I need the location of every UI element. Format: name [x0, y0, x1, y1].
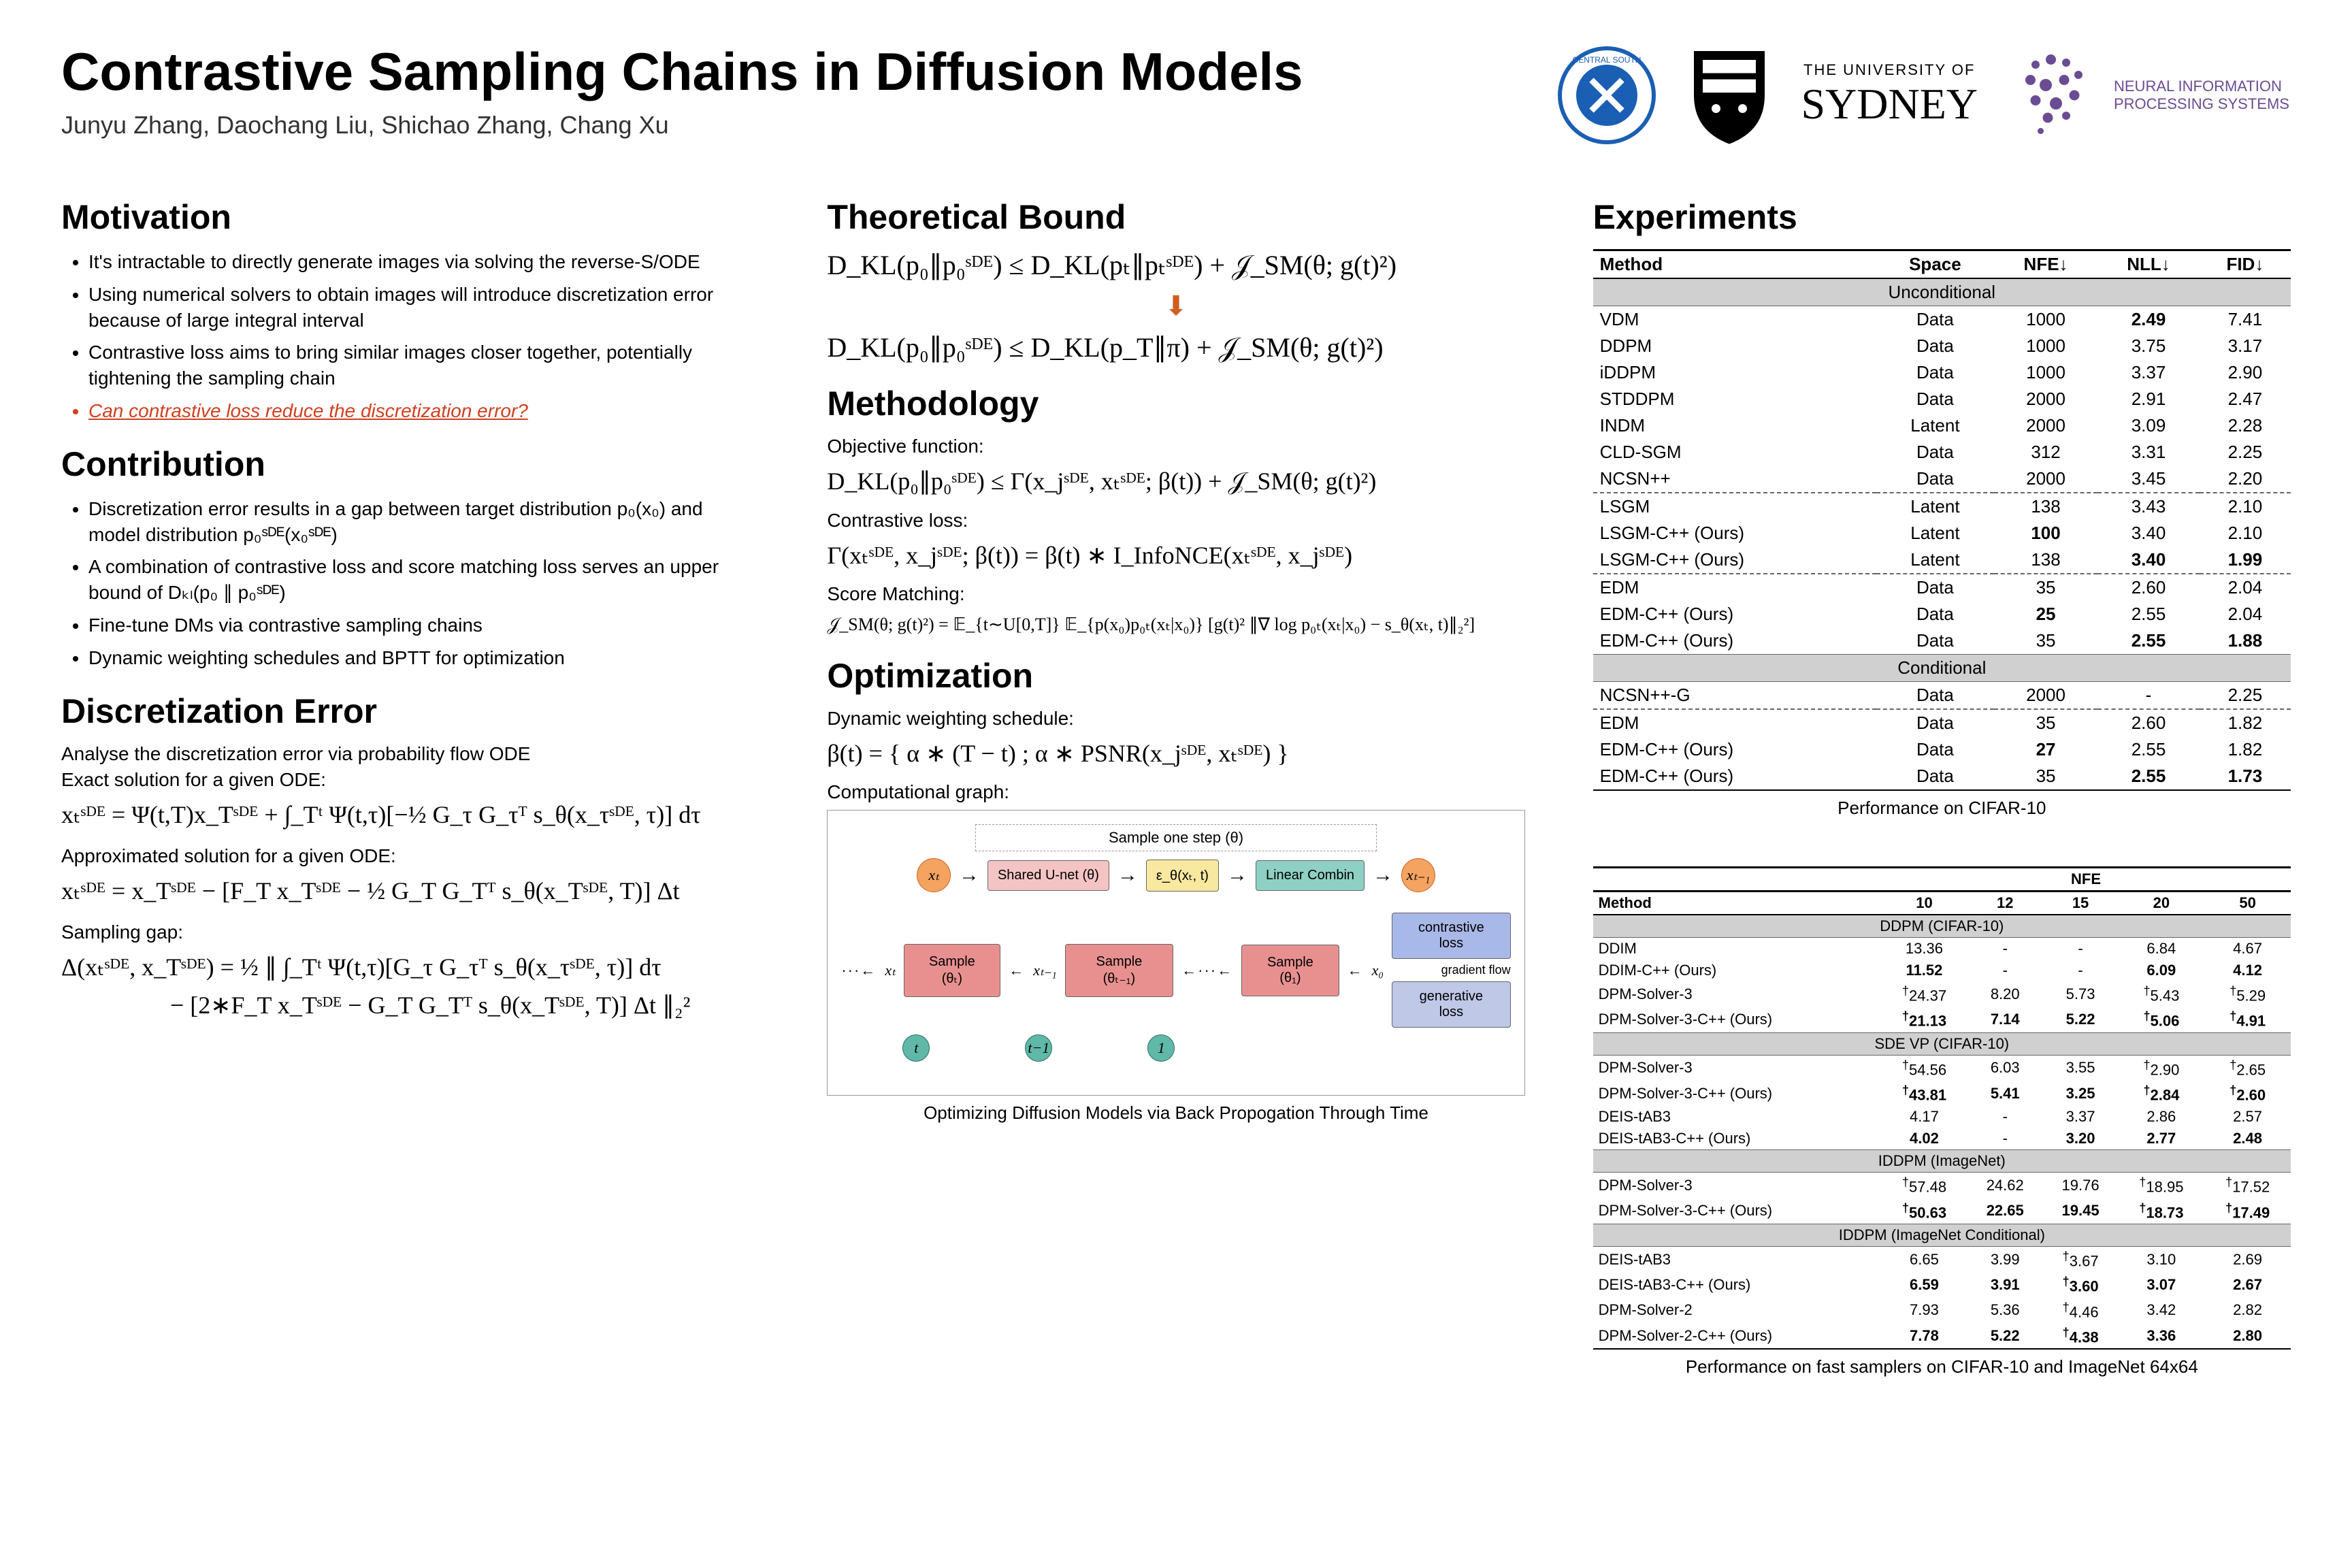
xt1-label: xₜ₋₁	[1033, 962, 1056, 979]
generative-loss-box: generative loss	[1392, 981, 1511, 1028]
table1-caption: Performance on CIFAR-10	[1593, 798, 2291, 819]
usyd-shield-icon	[1685, 41, 1774, 150]
obj-label: Objective function:	[827, 436, 1524, 457]
sample-box: Sample (θ₁)	[1241, 945, 1339, 996]
page-header: Contrastive Sampling Chains in Diffusion…	[61, 41, 2291, 150]
right-column: Experiments MethodSpaceNFE↓NLL↓FID↓Uncon…	[1593, 177, 2291, 1377]
xt-node: xₜ	[917, 858, 951, 892]
disc-eq3a: Δ(xₜˢᴰᴱ, x_Tˢᴰᴱ) = ½ ∥ ∫_Tᵗ Ψ(t,τ)[G_τ G…	[61, 953, 759, 981]
dashed-arrow-icon: ←···←	[1181, 962, 1233, 979]
t-node: 1	[1147, 1034, 1175, 1062]
x0-label: x₀	[1372, 962, 1384, 979]
disc-eq3b: − [2∗F_T x_Tˢᴰᴱ − G_T G_Tᵀ s_θ(x_Tˢᴰᴱ, T…	[61, 991, 759, 1019]
contribution-list: Discretization error results in a gap be…	[61, 496, 759, 671]
disc-eq2: xₜˢᴰᴱ = x_Tˢᴰᴱ − [F_T x_Tˢᴰᴱ − ½ G_T G_T…	[61, 877, 759, 905]
approx-label: Approximated solution for a given ODE:	[61, 845, 759, 867]
results-table-1: MethodSpaceNFE↓NLL↓FID↓UnconditionalVDMD…	[1593, 249, 2291, 791]
contrastive-loss-box: contrastive loss	[1392, 913, 1511, 959]
motivation-title: Motivation	[61, 197, 759, 237]
t-node: t−1	[1025, 1034, 1052, 1062]
methodology-title: Methodology	[827, 384, 1524, 423]
arrow-icon	[959, 864, 979, 887]
neurips-logo-icon: NEURAL INFORMATION PROCESSING SYSTEMS	[2005, 41, 2291, 150]
arrow-icon	[1373, 864, 1393, 887]
optimization-title: Optimization	[827, 656, 1524, 696]
affiliation-logos: CENTRAL SOUTH THE UNIVERSITY OF SYDNEY N…	[1556, 41, 2291, 150]
dashed-arrow-icon: ←	[1348, 962, 1364, 979]
contribution-item: A combination of contrastive loss and sc…	[88, 554, 759, 606]
usyd-text-top: THE UNIVERSITY OF	[1803, 61, 1975, 79]
motivation-item: Using numerical solvers to obtain images…	[88, 282, 759, 333]
motivation-item: It's intractable to directly generate im…	[88, 249, 759, 275]
sm-eq: 𝒥_SM(θ; g(t)²) = 𝔼_{t∼U[0,T]} 𝔼_{p(x₀)p₀…	[827, 615, 1524, 636]
dw-eq: β(t) = { α ∗ (T − t) ; α ∗ PSNR(x_jˢᴰᴱ, …	[827, 739, 1524, 768]
contribution-item: Fine-tune DMs via contrastive sampling c…	[88, 612, 759, 638]
linear-box: Linear Combin	[1256, 860, 1365, 891]
usyd-wordmark: THE UNIVERSITY OF SYDNEY	[1801, 41, 1978, 150]
authors-list: Junyu Zhang, Daochang Liu, Shichao Zhang…	[61, 111, 1556, 140]
disc-intro1: Analyse the discretization error via pro…	[61, 743, 759, 765]
xt-label: xₜ	[885, 962, 895, 979]
motivation-item: Contrastive loss aims to bring similar i…	[88, 340, 759, 391]
theoretical-title: Theoretical Bound	[827, 197, 1524, 237]
sample-box: Sample (θₜ₋₁)	[1065, 944, 1173, 997]
disc-eq1: xₜˢᴰᴱ = Ψ(t,T)x_Tˢᴰᴱ + ∫_Tᵗ Ψ(t,τ)[−½ G_…	[61, 800, 759, 829]
diagram-caption: Optimizing Diffusion Models via Back Pro…	[827, 1102, 1524, 1124]
cl-label: Contrastive loss:	[827, 510, 1524, 532]
middle-column: Theoretical Bound D_KL(p₀∥p₀ˢᴰᴱ) ≤ D_KL(…	[827, 177, 1524, 1377]
dashed-arrow-icon: ···←	[841, 962, 877, 979]
content-columns: Motivation It's intractable to directly …	[61, 177, 2291, 1377]
table2-caption: Performance on fast samplers on CIFAR-10…	[1593, 1356, 2291, 1377]
cg-label: Computational graph:	[827, 781, 1524, 803]
xt1-node: xₜ₋₁	[1401, 858, 1435, 892]
discretization-title: Discretization Error	[61, 691, 759, 731]
sample-box: Sample (θₜ)	[904, 944, 1001, 997]
eps-box: ε_θ(xₜ, t)	[1146, 860, 1219, 892]
th-eq2: D_KL(p₀∥p₀ˢᴰᴱ) ≤ D_KL(p_T∥π) + 𝒥_SM(θ; g…	[827, 331, 1524, 363]
t-node: t	[902, 1034, 930, 1062]
cl-eq: Γ(xₜˢᴰᴱ, x_jˢᴰᴱ; β(t)) = β(t) ∗ I_InfoNC…	[827, 541, 1524, 570]
page-title: Contrastive Sampling Chains in Diffusion…	[61, 41, 1556, 103]
contribution-item: Discretization error results in a gap be…	[88, 496, 759, 548]
csu-logo-icon: CENTRAL SOUTH	[1556, 41, 1658, 150]
neurips-text: NEURAL INFORMATION PROCESSING SYSTEMS	[2114, 78, 2291, 114]
gap-label: Sampling gap:	[61, 921, 759, 943]
obj-eq: D_KL(p₀∥p₀ˢᴰᴱ) ≤ Γ(x_jˢᴰᴱ, xₜˢᴰᴱ; β(t)) …	[827, 467, 1524, 496]
title-block: Contrastive Sampling Chains in Diffusion…	[61, 41, 1556, 140]
dw-label: Dynamic weighting schedule:	[827, 708, 1524, 730]
sm-label: Score Matching:	[827, 583, 1524, 605]
arrow-icon	[1227, 864, 1247, 887]
experiments-title: Experiments	[1593, 197, 2291, 237]
down-arrow-icon: ⬇	[827, 291, 1524, 322]
contribution-title: Contribution	[61, 444, 759, 484]
motivation-list: It's intractable to directly generate im…	[61, 249, 759, 424]
svg-text:CENTRAL SOUTH: CENTRAL SOUTH	[1573, 55, 1642, 65]
computational-graph-diagram: Sample one step (θ) xₜ Shared U-net (θ) …	[827, 810, 1524, 1096]
disc-intro2: Exact solution for a given ODE:	[61, 769, 759, 791]
contribution-item: Dynamic weighting schedules and BPTT for…	[88, 645, 759, 671]
unet-box: Shared U-net (θ)	[987, 860, 1109, 891]
th-eq1: D_KL(p₀∥p₀ˢᴰᴱ) ≤ D_KL(pₜ∥pₜˢᴰᴱ) + 𝒥_SM(θ…	[827, 249, 1524, 281]
usyd-text-main: SYDNEY	[1801, 79, 1978, 129]
arrow-icon	[1117, 864, 1138, 887]
diag-top-label: Sample one step (θ)	[975, 824, 1377, 851]
left-column: Motivation It's intractable to directly …	[61, 177, 759, 1377]
gradient-flow-label: gradient flow	[1392, 963, 1511, 977]
dashed-arrow-icon: ←	[1009, 962, 1025, 979]
motivation-question: Can contrastive loss reduce the discreti…	[88, 398, 759, 424]
results-table-2: NFEMethod1012152050DDPM (CIFAR-10)DDIM13…	[1593, 866, 2291, 1350]
